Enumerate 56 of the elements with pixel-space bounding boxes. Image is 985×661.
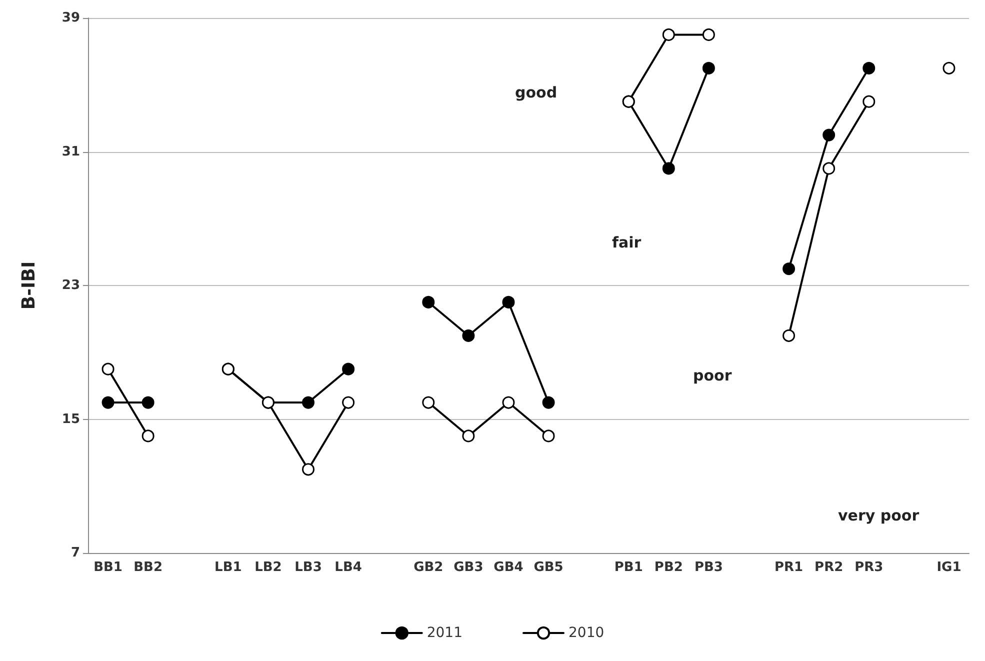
x-tick-label: PB2: [654, 560, 683, 575]
annotation: good: [515, 84, 558, 102]
x-tick-label: LB4: [334, 560, 362, 575]
legend-label: 2010: [568, 625, 604, 641]
point: [822, 128, 836, 142]
x-tick-label: GB3: [454, 560, 484, 575]
point: [782, 329, 796, 342]
point: [102, 396, 114, 409]
y-tick-label: 23: [62, 278, 80, 293]
x-tick-label: PR2: [814, 560, 844, 575]
point: [462, 430, 475, 442]
y-tick-label: 7: [70, 546, 80, 560]
point: [942, 62, 956, 74]
point: [142, 430, 154, 442]
y-axis-title: B-IBI: [18, 261, 40, 310]
point: [782, 262, 796, 276]
annotation: very poor: [838, 506, 920, 524]
annotation: poor: [693, 366, 732, 384]
point: [422, 396, 435, 409]
point: [142, 396, 154, 409]
point: [342, 362, 355, 376]
point: [102, 362, 114, 376]
legend-label: 2011: [426, 625, 463, 641]
point: [542, 430, 555, 442]
x-tick-label: PB3: [694, 560, 723, 575]
x-tick-label: BB1: [94, 560, 122, 575]
x-tick-label: PR1: [774, 560, 804, 575]
x-tick-label: PB1: [614, 560, 643, 575]
point: [702, 62, 715, 74]
point: [662, 28, 675, 41]
point: [342, 396, 355, 409]
point: [542, 396, 555, 409]
point: [702, 28, 715, 41]
x-tick-label: BB2: [134, 560, 163, 575]
point: [862, 95, 876, 108]
x-tick-label: LB3: [294, 560, 322, 575]
x-tick-label: GB2: [414, 560, 444, 575]
x-tick-label: LB1: [214, 560, 242, 575]
point: [502, 296, 515, 308]
point: [302, 463, 314, 476]
point: [422, 296, 435, 308]
annotation: fair: [612, 234, 642, 252]
point: [822, 162, 836, 175]
point: [302, 396, 314, 409]
point: [662, 162, 675, 175]
x-tick-label: PR3: [854, 560, 884, 575]
y-tick-label: 39: [62, 10, 80, 26]
y-tick-label: 15: [62, 412, 80, 427]
x-tick-label: GB4: [494, 560, 524, 575]
point: [462, 329, 475, 342]
point: [862, 62, 876, 74]
x-tick-label: LB2: [254, 560, 282, 575]
y-tick-label: 31: [62, 144, 80, 160]
x-tick-label: GB5: [534, 560, 564, 575]
x-tick-label: IG1: [936, 560, 962, 575]
point: [502, 396, 515, 409]
